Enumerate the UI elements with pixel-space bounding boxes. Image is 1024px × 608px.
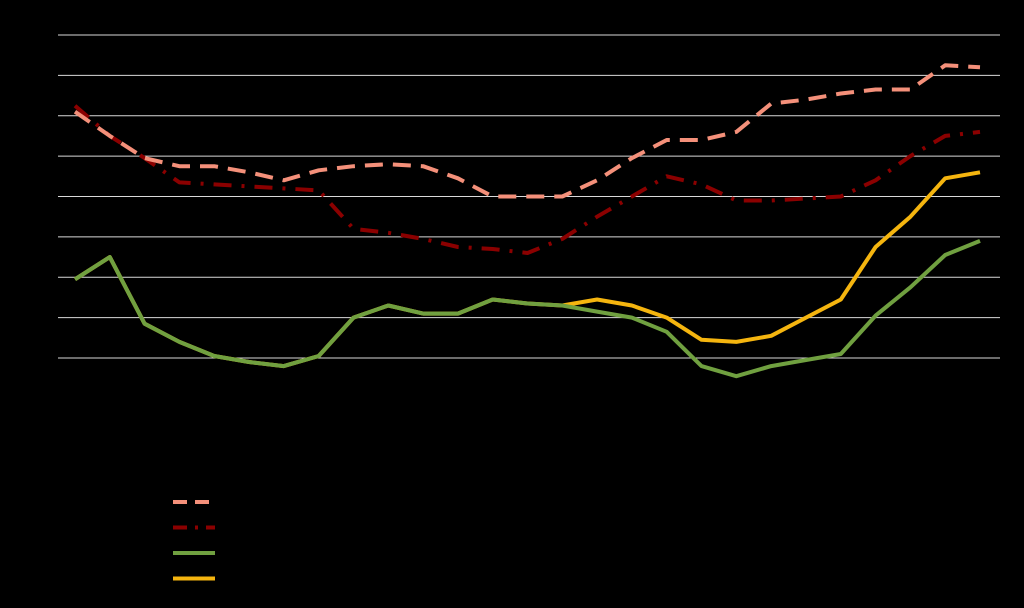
series-line-series2 (73, 104, 981, 255)
series-line-series3 (73, 239, 981, 379)
series-line-series1 (73, 63, 981, 199)
series-lines (73, 63, 981, 379)
legend (173, 500, 215, 581)
